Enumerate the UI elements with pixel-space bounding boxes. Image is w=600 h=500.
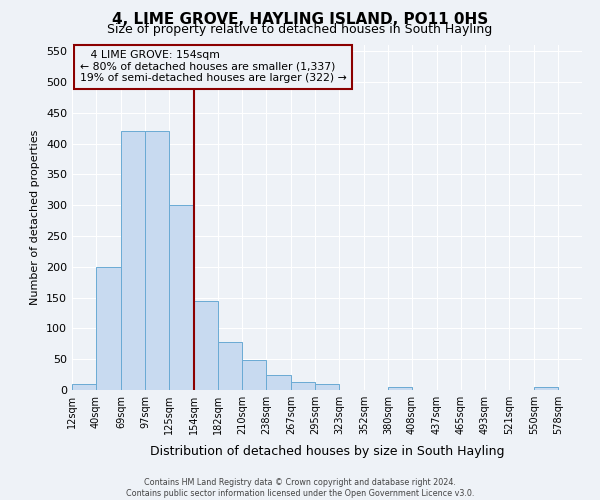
Text: 4, LIME GROVE, HAYLING ISLAND, PO11 0HS: 4, LIME GROVE, HAYLING ISLAND, PO11 0HS bbox=[112, 12, 488, 28]
Bar bbox=[72, 384, 96, 390]
Bar bbox=[291, 382, 315, 390]
Bar bbox=[242, 360, 266, 390]
Text: Contains HM Land Registry data © Crown copyright and database right 2024.
Contai: Contains HM Land Registry data © Crown c… bbox=[126, 478, 474, 498]
Bar bbox=[169, 205, 194, 390]
Y-axis label: Number of detached properties: Number of detached properties bbox=[31, 130, 40, 305]
Bar bbox=[315, 384, 339, 390]
Text: 4 LIME GROVE: 154sqm
← 80% of detached houses are smaller (1,337)
19% of semi-de: 4 LIME GROVE: 154sqm ← 80% of detached h… bbox=[80, 50, 346, 84]
Bar bbox=[145, 131, 169, 390]
Bar bbox=[218, 342, 242, 390]
Bar bbox=[388, 387, 412, 390]
Bar bbox=[266, 374, 291, 390]
Bar bbox=[194, 300, 218, 390]
Bar bbox=[534, 387, 558, 390]
Bar bbox=[96, 267, 121, 390]
Bar bbox=[121, 131, 145, 390]
Text: Size of property relative to detached houses in South Hayling: Size of property relative to detached ho… bbox=[107, 22, 493, 36]
X-axis label: Distribution of detached houses by size in South Hayling: Distribution of detached houses by size … bbox=[150, 446, 504, 458]
